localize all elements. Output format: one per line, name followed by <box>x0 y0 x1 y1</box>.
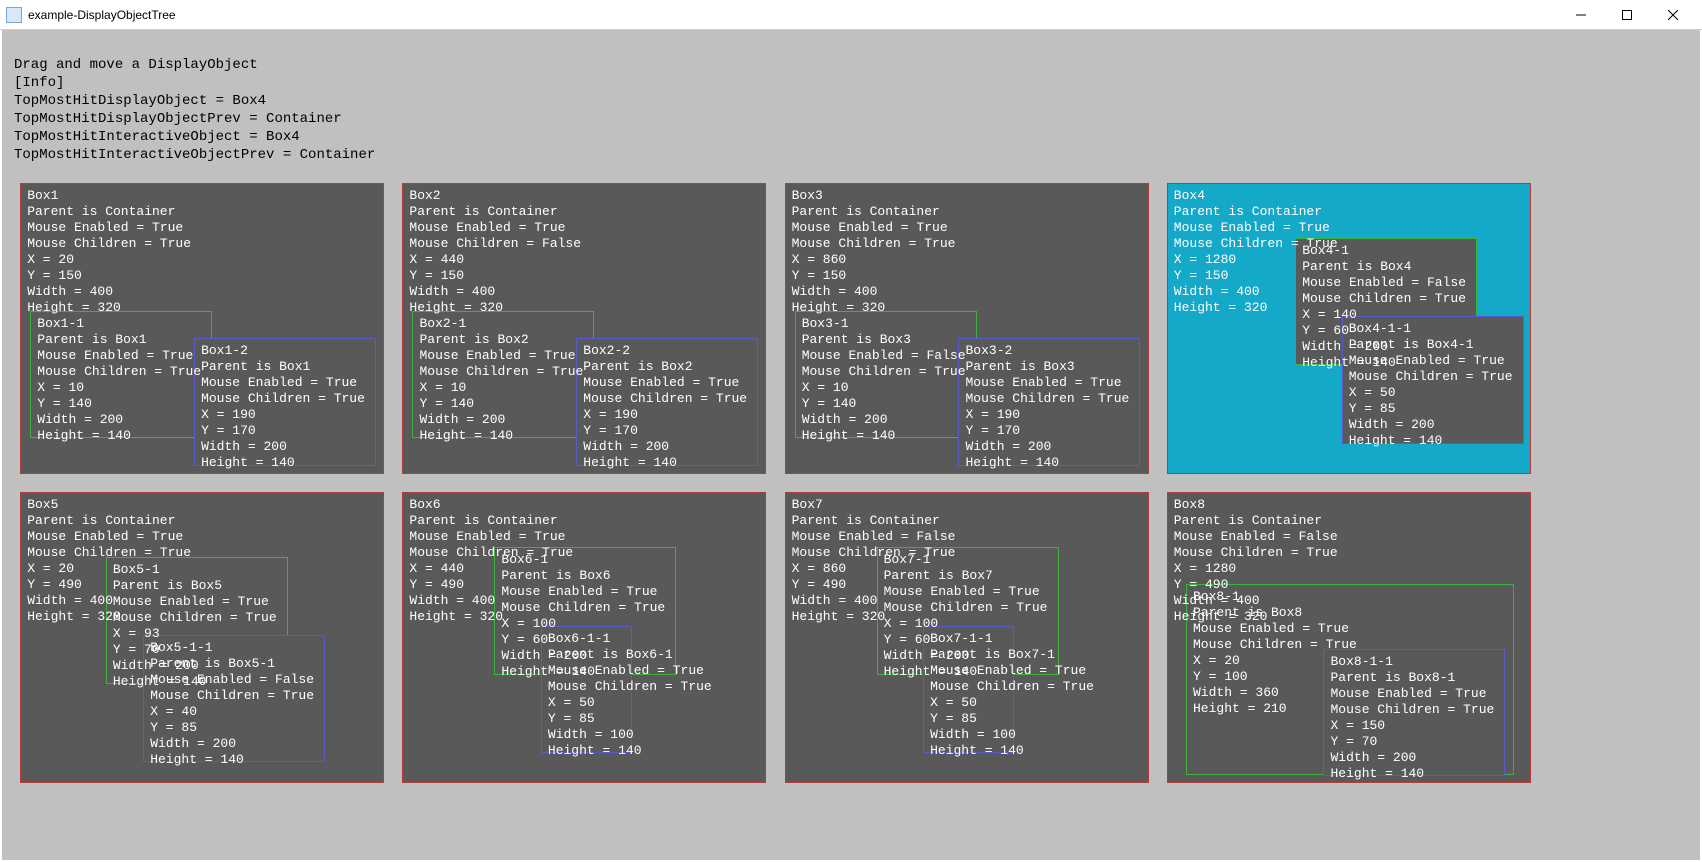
minimize-button[interactable] <box>1558 0 1604 30</box>
display-object-label: Box3-2 Parent is Box3 Mouse Enabled = Tr… <box>965 343 1133 471</box>
display-object-box2-1[interactable]: Box2-1 Parent is Box2 Mouse Enabled = Tr… <box>412 311 594 438</box>
display-object-label: Box1 Parent is Container Mouse Enabled =… <box>27 188 377 316</box>
maximize-icon <box>1622 10 1632 20</box>
display-object-box6[interactable]: Box6 Parent is Container Mouse Enabled =… <box>402 492 766 783</box>
display-object-label: Box3-1 Parent is Box3 Mouse Enabled = Fa… <box>802 316 970 444</box>
display-object-label: Box6-1-1 Parent is Box6-1 Mouse Enabled … <box>548 631 625 759</box>
display-object-box3[interactable]: Box3 Parent is Container Mouse Enabled =… <box>785 183 1149 474</box>
display-object-box4-1-1[interactable]: Box4-1-1 Parent is Box4-1 Mouse Enabled … <box>1342 316 1524 443</box>
window-title: example-DisplayObjectTree <box>28 8 176 22</box>
display-object-label: Box8-1-1 Parent is Box8-1 Mouse Enabled … <box>1330 654 1498 782</box>
display-object-box1-2[interactable]: Box1-2 Parent is Box1 Mouse Enabled = Tr… <box>194 338 376 465</box>
display-object-box5-1-1[interactable]: Box5-1-1 Parent is Box5-1 Mouse Enabled … <box>143 635 325 762</box>
display-object-label: Box2-1 Parent is Box2 Mouse Enabled = Tr… <box>419 316 587 444</box>
display-object-box6-1[interactable]: Box6-1 Parent is Box6 Mouse Enabled = Tr… <box>494 547 676 674</box>
display-object-label: Box4-1-1 Parent is Box4-1 Mouse Enabled … <box>1349 321 1517 449</box>
display-object-box7-1[interactable]: Box7-1 Parent is Box7 Mouse Enabled = Tr… <box>877 547 1059 674</box>
app-window: example-DisplayObjectTree Drag and move … <box>0 0 1702 862</box>
display-object-box6-1-1[interactable]: Box6-1-1 Parent is Box6-1 Mouse Enabled … <box>541 626 632 753</box>
display-object-box2[interactable]: Box2 Parent is Container Mouse Enabled =… <box>402 183 766 474</box>
display-object-label: Box3 Parent is Container Mouse Enabled =… <box>792 188 1142 316</box>
maximize-button[interactable] <box>1604 0 1650 30</box>
display-object-label: Box1-2 Parent is Box1 Mouse Enabled = Tr… <box>201 343 369 471</box>
canvas[interactable]: Drag and move a DisplayObject [Info] Top… <box>2 30 1700 860</box>
display-object-label: Box2 Parent is Container Mouse Enabled =… <box>409 188 759 316</box>
display-object-box2-2[interactable]: Box2-2 Parent is Box2 Mouse Enabled = Tr… <box>576 338 758 465</box>
display-object-label: Box1-1 Parent is Box1 Mouse Enabled = Tr… <box>37 316 205 444</box>
display-object-box5-1[interactable]: Box5-1 Parent is Box5 Mouse Enabled = Tr… <box>106 557 288 684</box>
display-object-label: Box7-1-1 Parent is Box7-1 Mouse Enabled … <box>930 631 1007 759</box>
display-object-box5[interactable]: Box5 Parent is Container Mouse Enabled =… <box>20 492 384 783</box>
close-button[interactable] <box>1650 0 1696 30</box>
stage[interactable]: Box1 Parent is Container Mouse Enabled =… <box>2 30 1700 860</box>
display-object-box3-2[interactable]: Box3-2 Parent is Box3 Mouse Enabled = Tr… <box>958 338 1140 465</box>
close-icon <box>1668 10 1678 20</box>
display-object-label: Box2-2 Parent is Box2 Mouse Enabled = Tr… <box>583 343 751 471</box>
display-object-box1[interactable]: Box1 Parent is Container Mouse Enabled =… <box>20 183 384 474</box>
display-object-box7-1-1[interactable]: Box7-1-1 Parent is Box7-1 Mouse Enabled … <box>923 626 1014 753</box>
display-object-box7[interactable]: Box7 Parent is Container Mouse Enabled =… <box>785 492 1149 783</box>
display-object-box4[interactable]: Box4 Parent is Container Mouse Enabled =… <box>1167 183 1531 474</box>
display-object-box4-1[interactable]: Box4-1 Parent is Box4 Mouse Enabled = Fa… <box>1295 238 1477 365</box>
display-object-box8-1[interactable]: Box8-1 Parent is Box8 Mouse Enabled = Tr… <box>1186 584 1514 775</box>
display-object-box3-1[interactable]: Box3-1 Parent is Box3 Mouse Enabled = Fa… <box>795 311 977 438</box>
minimize-icon <box>1576 10 1586 20</box>
display-object-label: Box5-1-1 Parent is Box5-1 Mouse Enabled … <box>150 640 318 768</box>
app-icon <box>6 7 22 23</box>
display-object-box1-1[interactable]: Box1-1 Parent is Box1 Mouse Enabled = Tr… <box>30 311 212 438</box>
titlebar[interactable]: example-DisplayObjectTree <box>0 0 1702 30</box>
display-object-box8[interactable]: Box8 Parent is Container Mouse Enabled =… <box>1167 492 1531 783</box>
display-object-box8-1-1[interactable]: Box8-1-1 Parent is Box8-1 Mouse Enabled … <box>1323 649 1505 776</box>
